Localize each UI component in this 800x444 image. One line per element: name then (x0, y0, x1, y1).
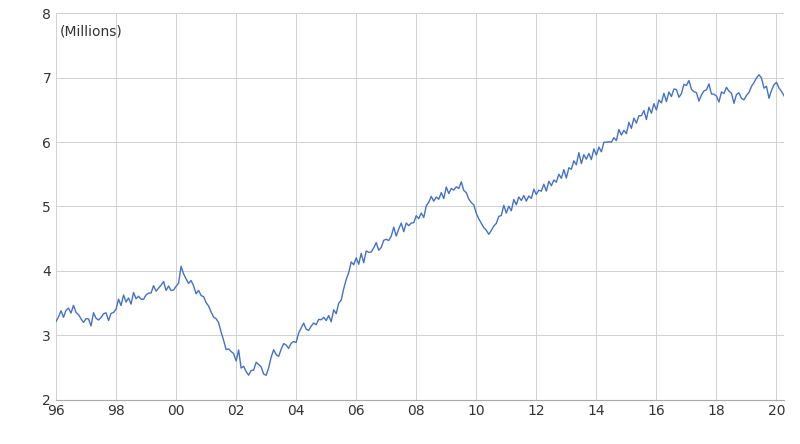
Text: (Millions): (Millions) (60, 25, 122, 39)
